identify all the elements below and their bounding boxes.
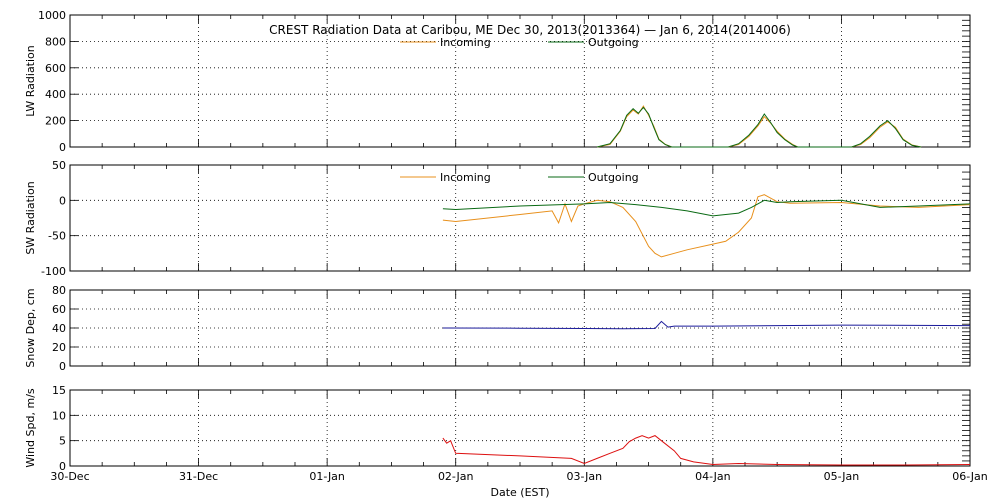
panel-1-ytick-label: 0 — [59, 141, 66, 154]
panel-1-ylabel: LW Radiation — [24, 45, 37, 117]
xaxis-label: Date (EST) — [490, 486, 549, 499]
xtick-label: 03-Jan — [567, 470, 603, 483]
panel-1-ytick-label: 1000 — [38, 9, 66, 22]
panel-2-ytick-label: -100 — [41, 265, 66, 278]
xtick-label: 31-Dec — [179, 470, 218, 483]
panel-4-ytick-label: 10 — [52, 409, 66, 422]
panel-1-series-1-line — [597, 105, 922, 148]
panel-1-ytick-label: 400 — [45, 88, 66, 101]
panel-2-ytick-label: 0 — [59, 194, 66, 207]
panel-3-ytick-label: 60 — [52, 303, 66, 316]
panel-4-ytick-label: 0 — [59, 460, 66, 473]
panel-2-series-2-line — [442, 199, 971, 217]
panel-4-ytick-label: 5 — [59, 435, 66, 448]
panel-4-ytick-label: 15 — [52, 384, 66, 397]
xtick-label: 06-Jan — [952, 470, 988, 483]
panel-2-legend-2-label: Outgoing — [588, 171, 639, 184]
xtick-label: 04-Jan — [695, 470, 731, 483]
panel-1-legend-1-label: Incoming — [440, 36, 491, 49]
panel-3-ytick-label: 80 — [52, 284, 66, 297]
panel-3-ytick-label: 0 — [59, 360, 66, 373]
panel-4-frame — [69, 389, 971, 467]
panel-1-ytick-label: 800 — [45, 35, 66, 48]
panel-4-series-1-line — [442, 435, 971, 466]
xtick-label: 05-Jan — [824, 470, 860, 483]
xtick-label: 02-Jan — [438, 470, 474, 483]
panel-1-ytick-label: 200 — [45, 115, 66, 128]
panel-3-ytick-label: 40 — [52, 322, 66, 335]
panel-2-ytick-label: -50 — [48, 230, 66, 243]
panel-4-ylabel: Wind Spd, m/s — [24, 388, 37, 468]
panel-3-ytick-label: 20 — [52, 341, 66, 354]
panel-1-ytick-label: 600 — [45, 62, 66, 75]
xtick-label: 30-Dec — [50, 470, 89, 483]
chart-title: CREST Radiation Data at Caribou, ME Dec … — [269, 23, 791, 37]
panel-3-series-1-line — [442, 320, 971, 330]
panel-2-ytick-label: 50 — [52, 159, 66, 172]
panel-1-legend-2-label: Outgoing — [588, 36, 639, 49]
panel-1-series-2-line — [596, 106, 922, 148]
panel-3-ylabel: Snow Dep, cm — [24, 288, 37, 367]
xtick-label: 01-Jan — [309, 470, 345, 483]
panel-2-frame — [69, 164, 971, 272]
panel-2-ylabel: SW Radiation — [24, 181, 37, 254]
panel-2-series-1-line — [442, 194, 971, 258]
panel-2-legend-1-label: Incoming — [440, 171, 491, 184]
